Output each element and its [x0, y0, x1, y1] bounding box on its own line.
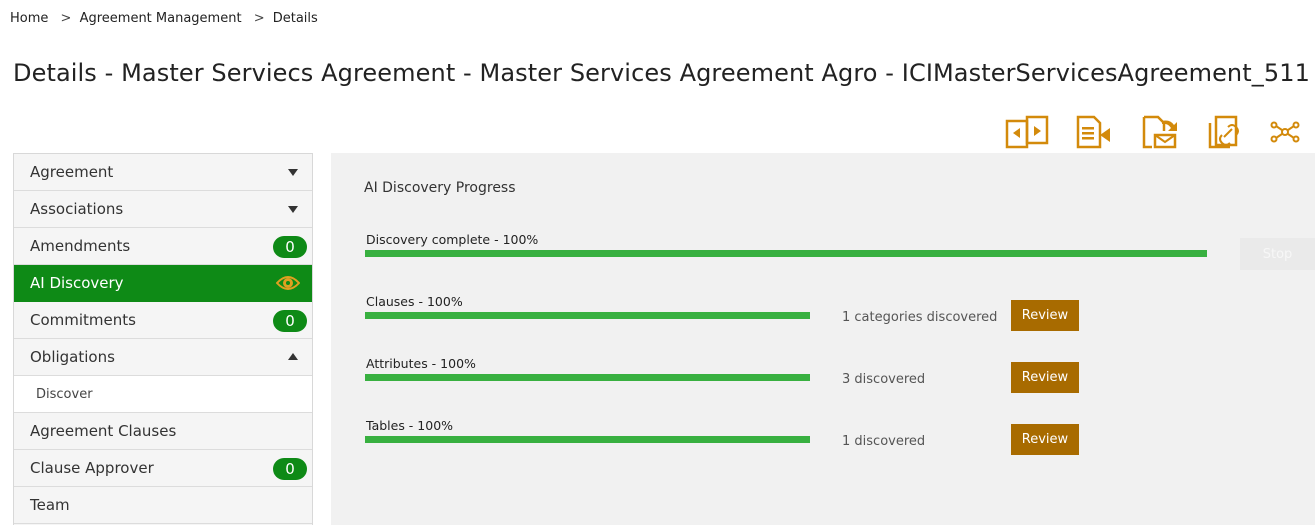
- chevron-down-icon: [288, 206, 298, 213]
- panel-title: AI Discovery Progress: [364, 180, 516, 196]
- progress-fill: [365, 436, 810, 443]
- document-compare-icon[interactable]: [1005, 113, 1051, 151]
- attributes-progress-bar: [365, 374, 810, 381]
- chevron-down-icon: [288, 169, 298, 176]
- sidebar-item-label: Amendments: [30, 237, 131, 255]
- sidebar-item-agreement[interactable]: Agreement: [14, 154, 312, 191]
- ai-discovery-panel: AI Discovery Progress Discovery complete…: [331, 153, 1315, 525]
- sidebar-item-label: Team: [30, 496, 70, 514]
- sidebar-item-label: Obligations: [30, 348, 115, 366]
- breadcrumb: Home > Agreement Management > Details: [10, 11, 318, 26]
- sidebar-item-label: Clause Approver: [30, 459, 154, 477]
- stop-button[interactable]: Stop: [1240, 238, 1315, 270]
- document-email-icon[interactable]: [1137, 113, 1183, 151]
- sidebar-item-label: Associations: [30, 200, 124, 218]
- clauses-progress-label: Clauses - 100%: [366, 294, 463, 309]
- review-attributes-button[interactable]: Review: [1011, 362, 1079, 393]
- sidebar-item-label: Discover: [36, 386, 93, 402]
- tables-status: 1 discovered: [842, 434, 926, 449]
- breadcrumb-home[interactable]: Home: [10, 11, 49, 26]
- sidebar-item-team[interactable]: Team: [14, 487, 312, 524]
- sidebar-nav: Agreement Associations Amendments 0 AI D…: [13, 153, 313, 525]
- sidebar-item-ai-discovery[interactable]: AI Discovery: [14, 265, 312, 302]
- count-badge: 0: [273, 236, 307, 258]
- count-badge: 0: [273, 310, 307, 332]
- sidebar-item-label: AI Discovery: [30, 274, 124, 292]
- breadcrumb-separator: >: [253, 11, 265, 26]
- overall-progress-label: Discovery complete - 100%: [366, 232, 539, 247]
- clauses-progress-bar: [365, 312, 810, 319]
- sidebar-item-label: Agreement: [30, 163, 114, 181]
- sidebar-item-associations[interactable]: Associations: [14, 191, 312, 228]
- breadcrumb-agreement-management[interactable]: Agreement Management: [79, 11, 242, 26]
- sidebar-item-agreement-clauses[interactable]: Agreement Clauses: [14, 413, 312, 450]
- page-title: Details - Master Serviecs Agreement - Ma…: [13, 59, 1310, 87]
- toolbar: [1005, 113, 1301, 151]
- sidebar-item-obligations[interactable]: Obligations: [14, 339, 312, 376]
- document-move-icon[interactable]: [1071, 113, 1117, 151]
- document-link-icon[interactable]: [1203, 113, 1249, 151]
- tables-progress-label: Tables - 100%: [366, 418, 454, 433]
- progress-fill: [365, 374, 810, 381]
- count-badge: 0: [273, 458, 307, 480]
- sidebar-item-clause-approver[interactable]: Clause Approver 0: [14, 450, 312, 487]
- review-clauses-button[interactable]: Review: [1011, 300, 1079, 331]
- review-tables-button[interactable]: Review: [1011, 424, 1079, 455]
- attributes-progress-label: Attributes - 100%: [366, 356, 476, 371]
- overall-progress-bar: [365, 250, 1207, 257]
- sidebar-item-commitments[interactable]: Commitments 0: [14, 302, 312, 339]
- breadcrumb-details: Details: [272, 11, 318, 26]
- sidebar-subitem-discover[interactable]: Discover: [14, 376, 312, 413]
- clauses-status: 1 categories discovered: [842, 310, 998, 325]
- progress-fill: [365, 250, 1207, 257]
- sidebar-item-label: Commitments: [30, 311, 136, 329]
- network-nodes-icon[interactable]: [1269, 113, 1301, 151]
- sidebar-item-label: Agreement Clauses: [30, 422, 177, 440]
- progress-fill: [365, 312, 810, 319]
- eye-icon[interactable]: [275, 273, 301, 297]
- breadcrumb-separator: >: [60, 11, 72, 26]
- sidebar-item-amendments[interactable]: Amendments 0: [14, 228, 312, 265]
- tables-progress-bar: [365, 436, 810, 443]
- attributes-status: 3 discovered: [842, 372, 926, 387]
- chevron-up-icon: [288, 353, 298, 360]
